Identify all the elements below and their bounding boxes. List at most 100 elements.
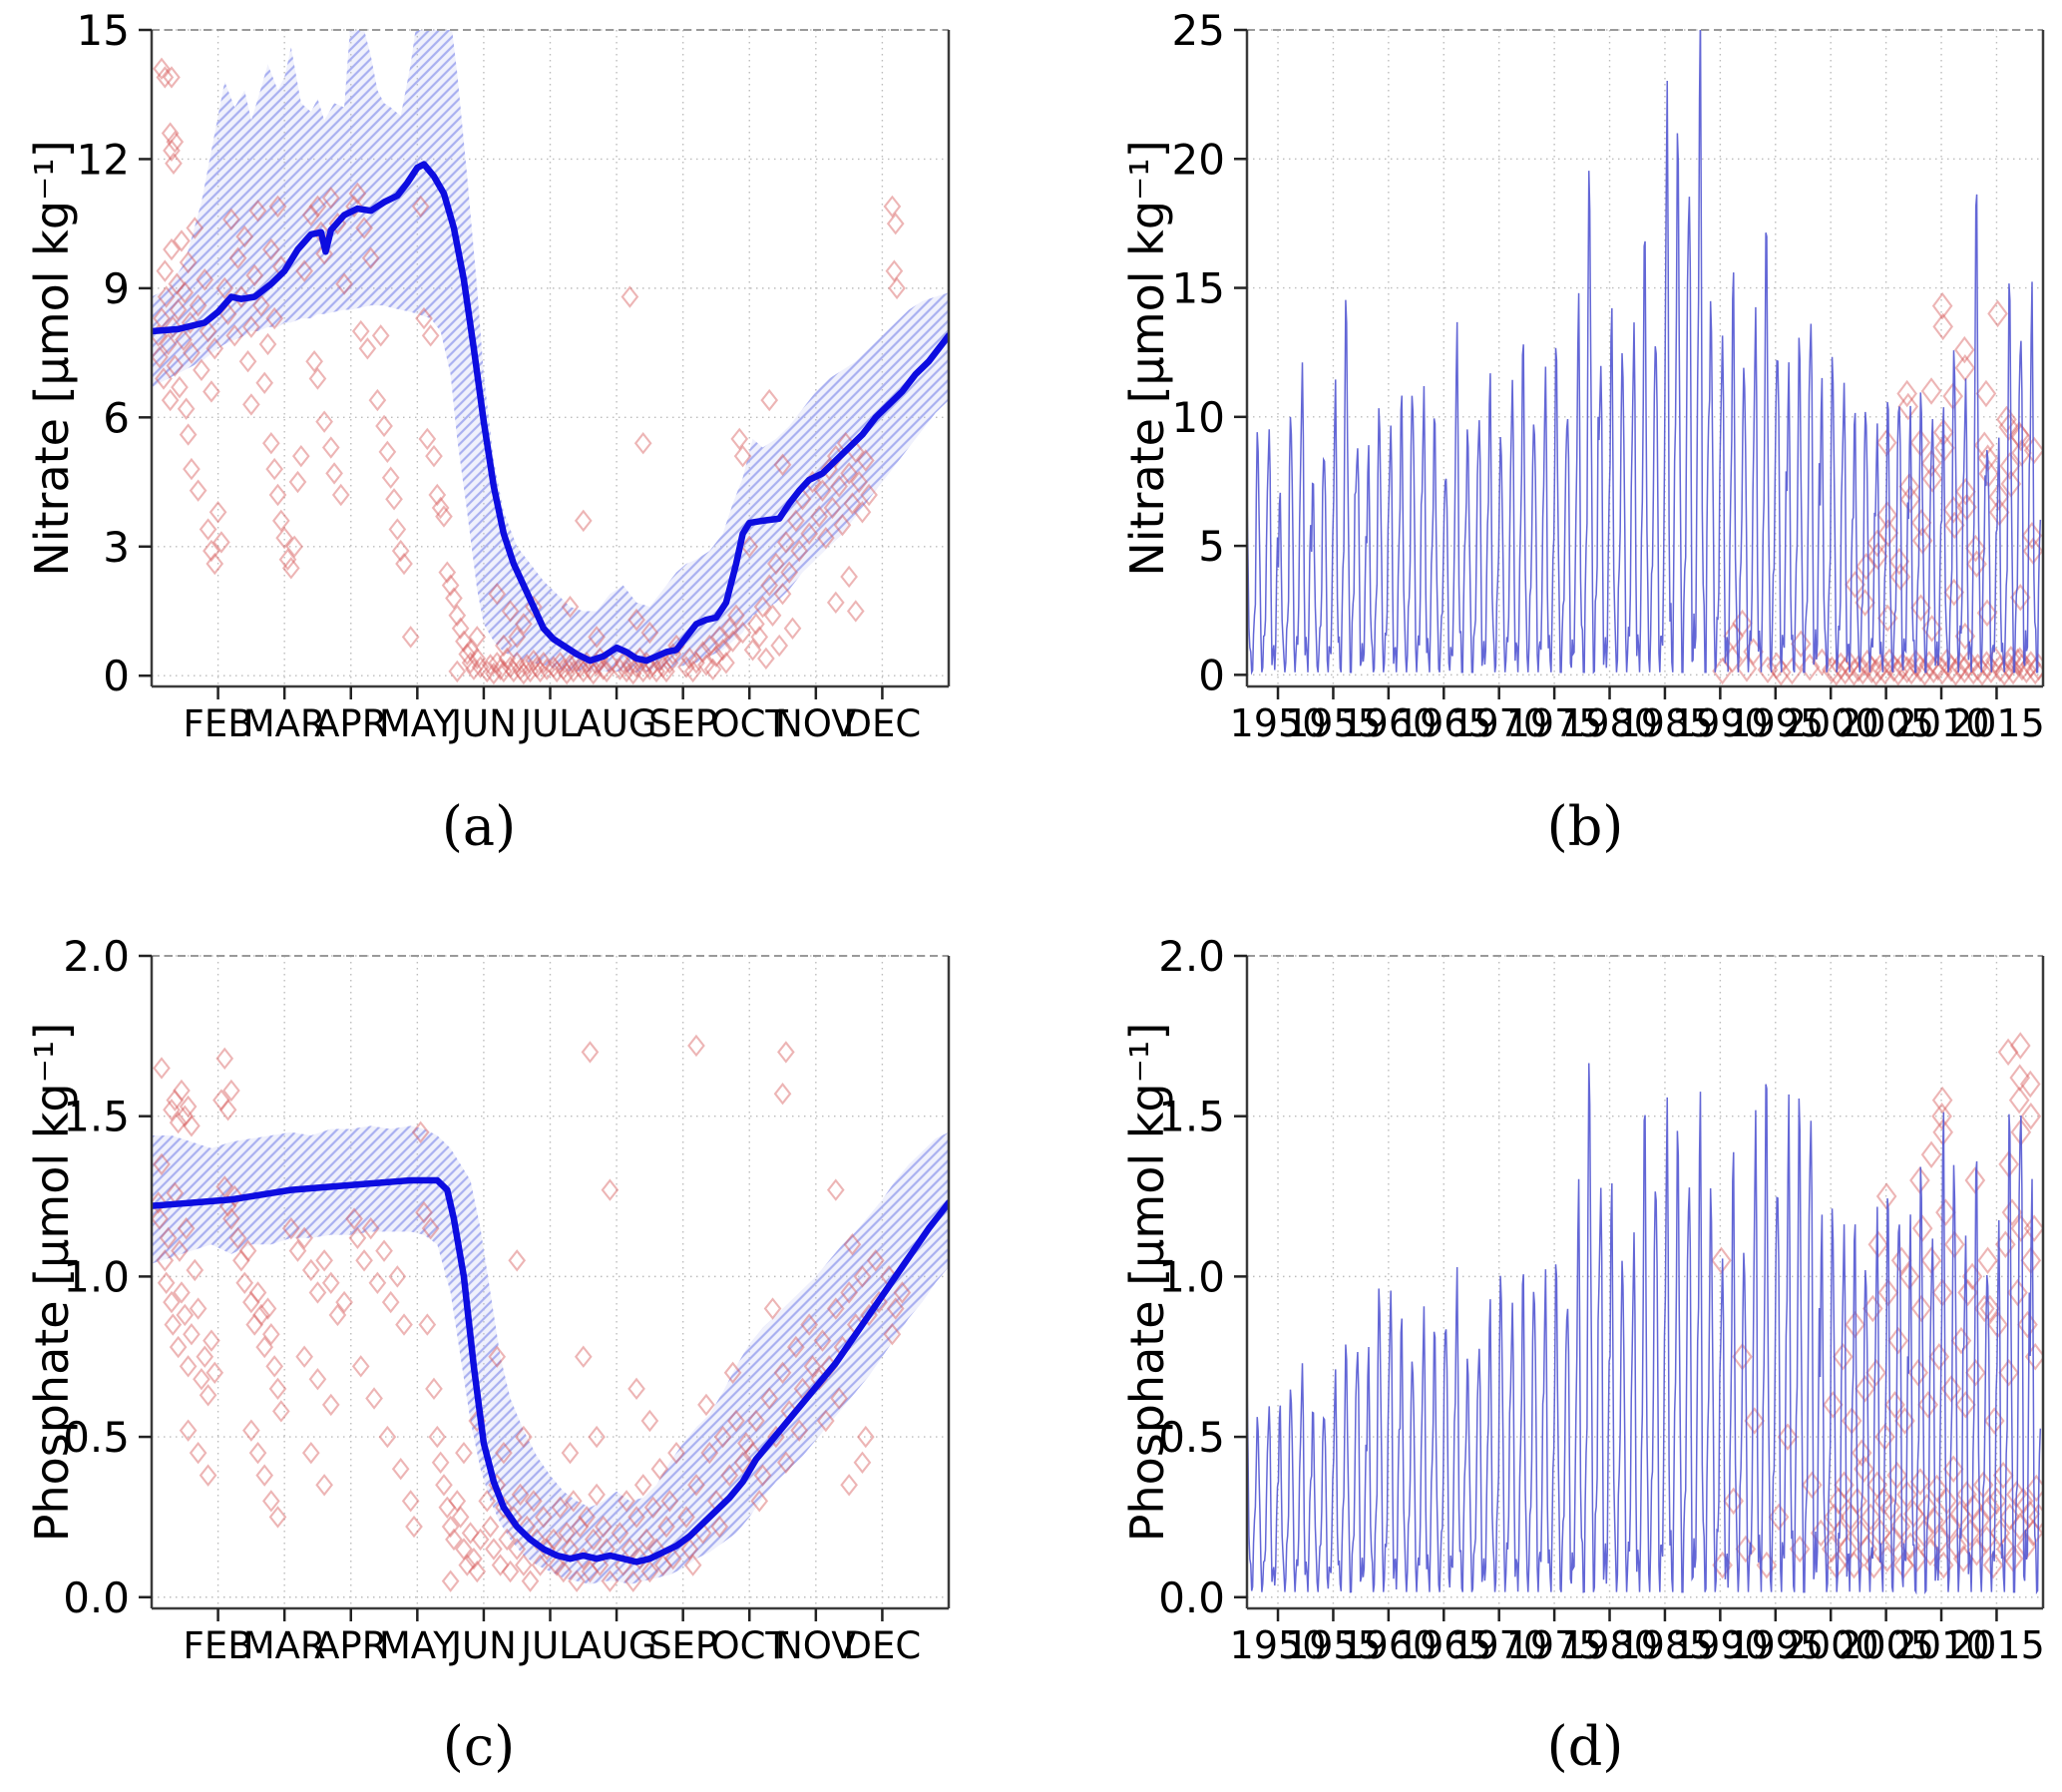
diamond-marker [271, 509, 290, 533]
diamond-marker [826, 1297, 845, 1320]
observations-a [152, 57, 906, 685]
diamond-marker [1711, 1246, 1732, 1275]
diamond-marker [328, 1303, 347, 1327]
diamond-marker [1860, 656, 1882, 683]
diamond-marker [633, 660, 652, 683]
diamond-marker [179, 1419, 198, 1442]
diamond-marker [171, 1239, 189, 1262]
diamond-marker [813, 479, 832, 502]
diamond-marker [1958, 649, 1980, 677]
y-tick-label: 1.0 [63, 1252, 130, 1301]
diamond-marker [1931, 291, 1953, 320]
diamond-marker [826, 1178, 845, 1201]
diamond-marker [866, 1249, 885, 1272]
diamond-marker [308, 1368, 327, 1391]
diamond-marker [2016, 656, 2037, 683]
diamond-marker [183, 457, 201, 481]
diamond-marker [255, 1335, 274, 1359]
diamond-marker [308, 367, 327, 390]
observations-c [152, 1034, 912, 1592]
diamond-marker [535, 652, 553, 674]
diamond-marker [1839, 651, 1860, 678]
diamond-marker [212, 531, 230, 554]
diamond-marker [1973, 1294, 1995, 1323]
diamond-marker [262, 237, 280, 261]
diamond-marker [2010, 1214, 2032, 1242]
y-tick-label: 5 [1198, 522, 1225, 571]
diamond-marker [627, 1377, 645, 1401]
diamond-marker [159, 1226, 178, 1250]
diamond-marker [501, 1560, 520, 1583]
diamond-marker [693, 641, 712, 664]
diamond-marker [640, 1409, 659, 1433]
diamond-marker [1989, 655, 2011, 682]
diamond-marker [1876, 604, 1898, 633]
diamond-marker [518, 654, 537, 676]
caption-a: (a) [441, 794, 517, 858]
diamond-marker [183, 1323, 201, 1346]
diamond-marker [564, 660, 583, 683]
diamond-marker [248, 200, 267, 223]
diamond-marker [683, 1554, 702, 1576]
diamond-marker [157, 285, 176, 308]
diamond-marker [181, 311, 200, 334]
x-tick-label: 1985 [1617, 1623, 1714, 1667]
diamond-marker [401, 626, 420, 649]
diamond-marker [777, 1451, 795, 1474]
diamond-marker [883, 195, 902, 219]
diamond-marker [511, 1483, 530, 1507]
diamond-marker [179, 1095, 198, 1119]
y-tick-label: 10 [1172, 393, 1225, 442]
diamond-marker [176, 281, 195, 304]
diamond-marker [1856, 553, 1876, 581]
diamond-marker [1877, 519, 1899, 547]
diamond-marker [275, 526, 294, 550]
diamond-marker [1883, 655, 1904, 682]
diamond-marker [368, 388, 387, 412]
diamond-marker [351, 1355, 370, 1378]
x-tick-label: 2010 [1893, 1623, 1990, 1667]
diamond-marker [501, 656, 520, 678]
diamond-marker [495, 660, 513, 683]
diamond-marker [640, 658, 659, 680]
diamond-marker [471, 656, 490, 678]
diamond-marker [1922, 656, 1944, 683]
diamond-marker [415, 1200, 433, 1224]
diamond-marker [491, 1554, 510, 1576]
y-tick-label: 0.0 [63, 1573, 130, 1622]
diamond-marker [588, 626, 606, 649]
y-tick-label: 1.5 [63, 1093, 130, 1141]
diamond-marker [156, 259, 175, 282]
diamond-marker [161, 388, 180, 412]
diamond-marker [528, 1528, 547, 1552]
diamond-marker [485, 662, 503, 685]
diamond-marker [2017, 1310, 2038, 1339]
diamond-marker [1985, 647, 2006, 674]
diamond-marker [561, 654, 580, 676]
diamond-marker [826, 591, 845, 615]
caption-d: (d) [1546, 1714, 1624, 1778]
diamond-marker [165, 152, 183, 175]
diamond-marker [391, 539, 410, 563]
y-tick-label: 6 [103, 393, 130, 442]
diamond-marker [1955, 1391, 1976, 1419]
diamond-marker [448, 660, 467, 683]
diamond-marker [601, 1178, 619, 1201]
x-tick-label: MAR [243, 1624, 326, 1667]
diamond-marker [262, 432, 280, 455]
diamond-marker [633, 1474, 652, 1497]
diamond-marker [1926, 1474, 1947, 1503]
x-tick-label: JUN [449, 702, 517, 745]
diamond-marker [2009, 1064, 2031, 1092]
y-tick-label: 0.5 [63, 1413, 130, 1462]
diamond-marker [498, 1528, 517, 1552]
diamond-marker [335, 1290, 353, 1314]
diamond-marker [653, 1554, 672, 1576]
diamond-marker [351, 319, 370, 343]
diamond-marker [1940, 655, 1962, 682]
diamond-marker [381, 1290, 400, 1314]
x-tick-label: MAY [379, 1624, 456, 1667]
y-tick-label: 0.0 [1158, 1573, 1225, 1622]
diamond-marker [371, 324, 390, 347]
x-tick-label: JUL [519, 1624, 580, 1667]
